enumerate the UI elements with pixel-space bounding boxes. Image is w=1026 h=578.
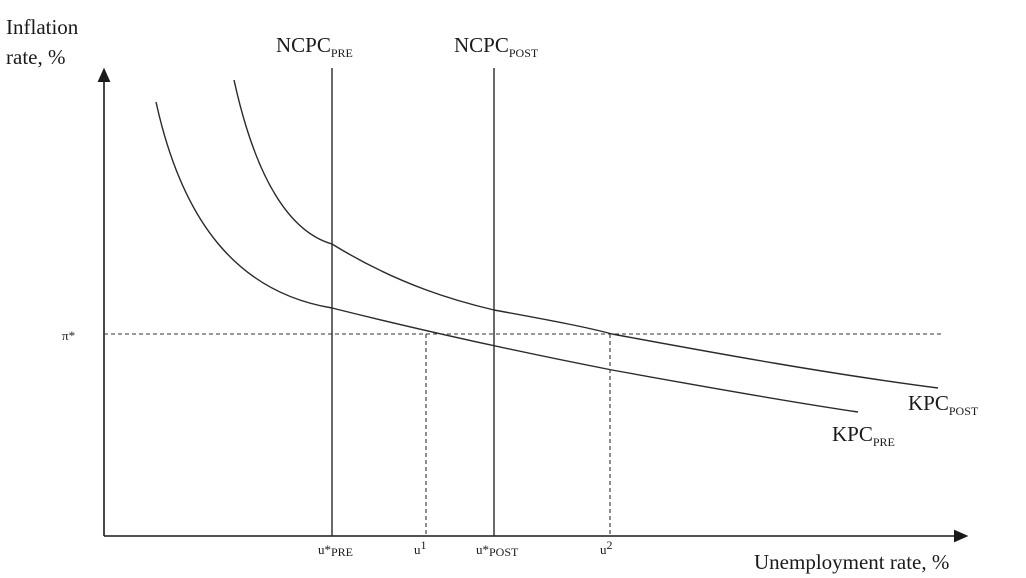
tick-u-star-post-sub: POST (489, 545, 519, 559)
ncpc-pre-label: NCPCPRE (276, 33, 353, 60)
ncpc-post-sub: POST (509, 46, 539, 60)
tick-u-star-pre-sub: PRE (331, 545, 353, 559)
tick-u2: u2 (600, 538, 613, 557)
kpc-post-label: KPCPOST (908, 391, 979, 418)
kpc-pre-sub: PRE (873, 435, 895, 449)
kpc-pre-label: KPCPRE (832, 422, 895, 449)
kpc-post-sub: POST (949, 404, 979, 418)
tick-u2-sup: 2 (607, 538, 613, 552)
tick-u-star-pre: u*PRE (318, 542, 353, 559)
tick-u-star-post-base: u* (476, 542, 489, 557)
ncpc-pre-sub: PRE (331, 46, 353, 60)
kpc-post-name: KPC (908, 391, 949, 415)
ncpc-post-name: NCPC (454, 33, 509, 57)
ncpc-post-label: NCPCPOST (454, 33, 539, 60)
y-axis-label-line1: Inflation (6, 15, 79, 39)
x-axis-label: Unemployment rate, % (754, 550, 949, 574)
tick-u1-base: u (414, 542, 421, 557)
kpc-post-curve (233, 79, 939, 389)
tick-u-star-pre-base: u* (318, 542, 331, 557)
kpc-pre-curve (155, 101, 859, 413)
tick-u1: u1 (414, 538, 427, 557)
tick-u2-base: u (600, 542, 607, 557)
tick-u-star-post: u*POST (476, 542, 519, 559)
tick-u1-sup: 1 (421, 538, 427, 552)
ncpc-pre-name: NCPC (276, 33, 331, 57)
y-axis-label-line2: rate, % (6, 45, 65, 69)
kpc-pre-name: KPC (832, 422, 873, 446)
pi-star-label: π* (62, 328, 75, 343)
